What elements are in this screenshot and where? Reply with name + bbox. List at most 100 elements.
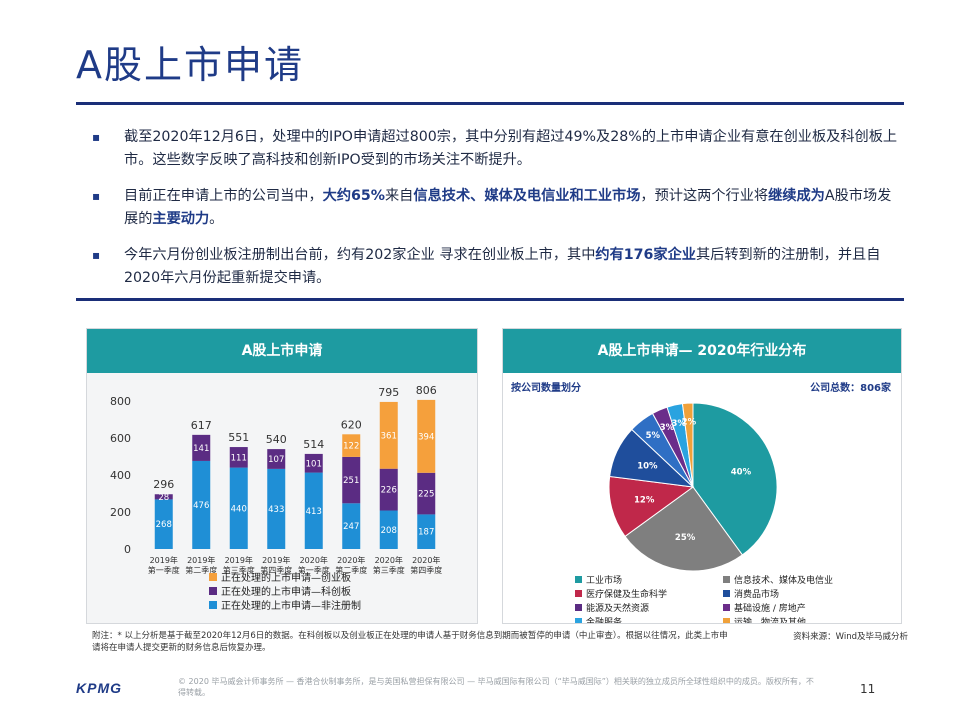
y-tick-label: 600 <box>110 432 131 445</box>
x-tick-label: 第四季度 <box>410 565 442 575</box>
bullet-highlight: 大约65% <box>322 188 385 204</box>
bar-segment <box>379 401 398 469</box>
data-label: 433 <box>268 505 284 515</box>
pie-subtitle: 按公司数量划分 <box>511 381 581 394</box>
bullet-item: 目前正在申请上市的公司当中，大约65%来自信息技术、媒体及电信业和工业市场，预计… <box>92 185 902 231</box>
slice-label: 25% <box>675 533 696 543</box>
pie-slice <box>681 402 694 488</box>
bar-segment <box>267 449 286 469</box>
data-label: 187 <box>418 528 434 538</box>
legend-swatch <box>209 587 217 595</box>
bar-chart-panel: A股上市申请 0 200 400 600 800 268 28 296 2019年 第一季度 476… <box>86 328 478 624</box>
bar-segment <box>342 434 361 457</box>
source-note: 资料来源：Wind及毕马威分析 <box>793 632 908 642</box>
bullet-text: 今年六月份创业板注册制出台前，约有202家企业 寻求在创业板上市，其中 <box>124 247 596 263</box>
slice-label: 10% <box>637 462 658 472</box>
data-label: 268 <box>156 520 172 530</box>
x-tick-label: 第二季度 <box>335 565 367 575</box>
legend-label: 医疗保健及生命科学 <box>586 588 667 600</box>
footnote: 附注：* 以上分析是基于截至2020年12月6日的数据。在科创板以及创业板正在处… <box>92 631 728 653</box>
legend-swatch <box>575 618 582 623</box>
pie-chart-panel: A股上市申请— 2020年行业分布 按公司数量划分 公司总数：806家 40% 25%… <box>502 328 902 624</box>
bar-segment <box>229 467 248 549</box>
bullet-item: 今年六月份创业板注册制出台前，约有202家企业 寻求在创业板上市，其中约有176… <box>92 244 902 290</box>
total-label: 617 <box>191 419 212 432</box>
x-tick-label: 2020年 <box>300 555 328 565</box>
x-tick-label: 2019年 <box>225 555 253 565</box>
legend-swatch <box>723 576 730 583</box>
legend-label: 正在处理的上市申请—创业板 <box>221 571 351 584</box>
bar-chart-title: A股上市申请 <box>87 329 477 373</box>
total-label: 620 <box>341 418 362 431</box>
legend-label: 信息技术、媒体及电信业 <box>734 574 833 586</box>
data-label: 111 <box>231 453 247 463</box>
bar-segment <box>379 468 398 511</box>
data-label: 28 <box>158 493 169 503</box>
legend-label: 正在处理的上市申请—非注册制 <box>221 599 361 612</box>
kpmg-logo: KPMG <box>76 680 122 696</box>
data-label: 107 <box>268 455 284 465</box>
x-tick-label: 2020年 <box>412 555 440 565</box>
bullet-text: 来自 <box>384 188 414 204</box>
x-tick-label: 2019年 <box>262 555 290 565</box>
data-label: 413 <box>306 507 322 517</box>
x-tick-label: 第一季度 <box>298 565 330 575</box>
legend-swatch <box>209 573 217 581</box>
y-tick-label: 800 <box>110 395 131 408</box>
legend-label: 工业市场 <box>586 574 622 586</box>
total-label: 296 <box>153 478 174 491</box>
bar-segment <box>192 460 211 549</box>
data-label: 361 <box>381 431 397 441</box>
bullet-highlight: 约有176家企业 <box>595 247 696 263</box>
pie-slice <box>692 402 778 556</box>
legend-swatch <box>723 618 730 623</box>
bar-segment <box>267 468 286 549</box>
y-tick-label: 400 <box>110 469 131 482</box>
bullet-text: 截至2020年12月6日，处理中的IPO申请超过800宗，其中分别有超过49%及… <box>124 129 898 168</box>
bar-segment <box>417 514 436 549</box>
x-tick-label: 第三季度 <box>373 565 405 575</box>
bullet-highlight: 信息技术、媒体及电信业和工业市场 <box>413 188 641 204</box>
bullet-text: 其后转到新的注册制，并且自2020年六月份起重新提交申请。 <box>124 247 881 286</box>
bullet-text: ，预计这两个行业将 <box>640 188 769 204</box>
title-rule <box>76 102 904 105</box>
slice-label: 3% <box>660 423 675 433</box>
bar-segment <box>154 499 173 549</box>
bar-segment <box>304 453 323 473</box>
total-label: 551 <box>228 431 249 444</box>
page-number: 11 <box>860 682 876 696</box>
legend-swatch <box>575 590 582 597</box>
x-tick-label: 2020年 <box>375 555 403 565</box>
slide-title: A股上市申请 <box>76 43 304 87</box>
bar-segment <box>192 434 211 461</box>
data-label: 394 <box>418 432 434 442</box>
bullet-item: 截至2020年12月6日，处理中的IPO申请超过800宗，其中分别有超过49%及… <box>92 126 902 172</box>
x-tick-label: 2019年 <box>187 555 215 565</box>
data-label: 122 <box>343 442 359 452</box>
copyright-text: © 2020 毕马威会计师事务所 — 香港合伙制事务所，是与英国私营担保有限公司… <box>178 677 814 697</box>
legend-label: 运输、物流及其他 <box>734 616 806 623</box>
bar-segment <box>417 472 436 515</box>
slice-label: 3% <box>671 419 686 429</box>
bullet-text: A股市场发展的 <box>124 188 892 227</box>
y-tick-label: 0 <box>124 543 131 556</box>
data-label: 251 <box>343 476 359 486</box>
legend-swatch <box>575 604 582 611</box>
x-tick-label: 2020年 <box>337 555 365 565</box>
slice-label: 40% <box>731 467 752 477</box>
total-label: 806 <box>416 384 437 397</box>
legend-swatch <box>209 601 217 609</box>
slice-label: 12% <box>634 496 655 506</box>
data-label: 225 <box>418 490 434 500</box>
bar-segment <box>154 494 173 500</box>
x-tick-label: 第一季度 <box>148 565 180 575</box>
legend-label: 能源及天然资源 <box>586 602 649 614</box>
legend-swatch <box>723 590 730 597</box>
total-label: 514 <box>303 438 324 451</box>
bar-segment <box>342 456 361 504</box>
bar-segment <box>417 399 436 473</box>
legend-swatch <box>723 604 730 611</box>
legend-label: 正在处理的上市申请—科创板 <box>221 585 351 598</box>
slice-label: 5% <box>646 431 661 441</box>
